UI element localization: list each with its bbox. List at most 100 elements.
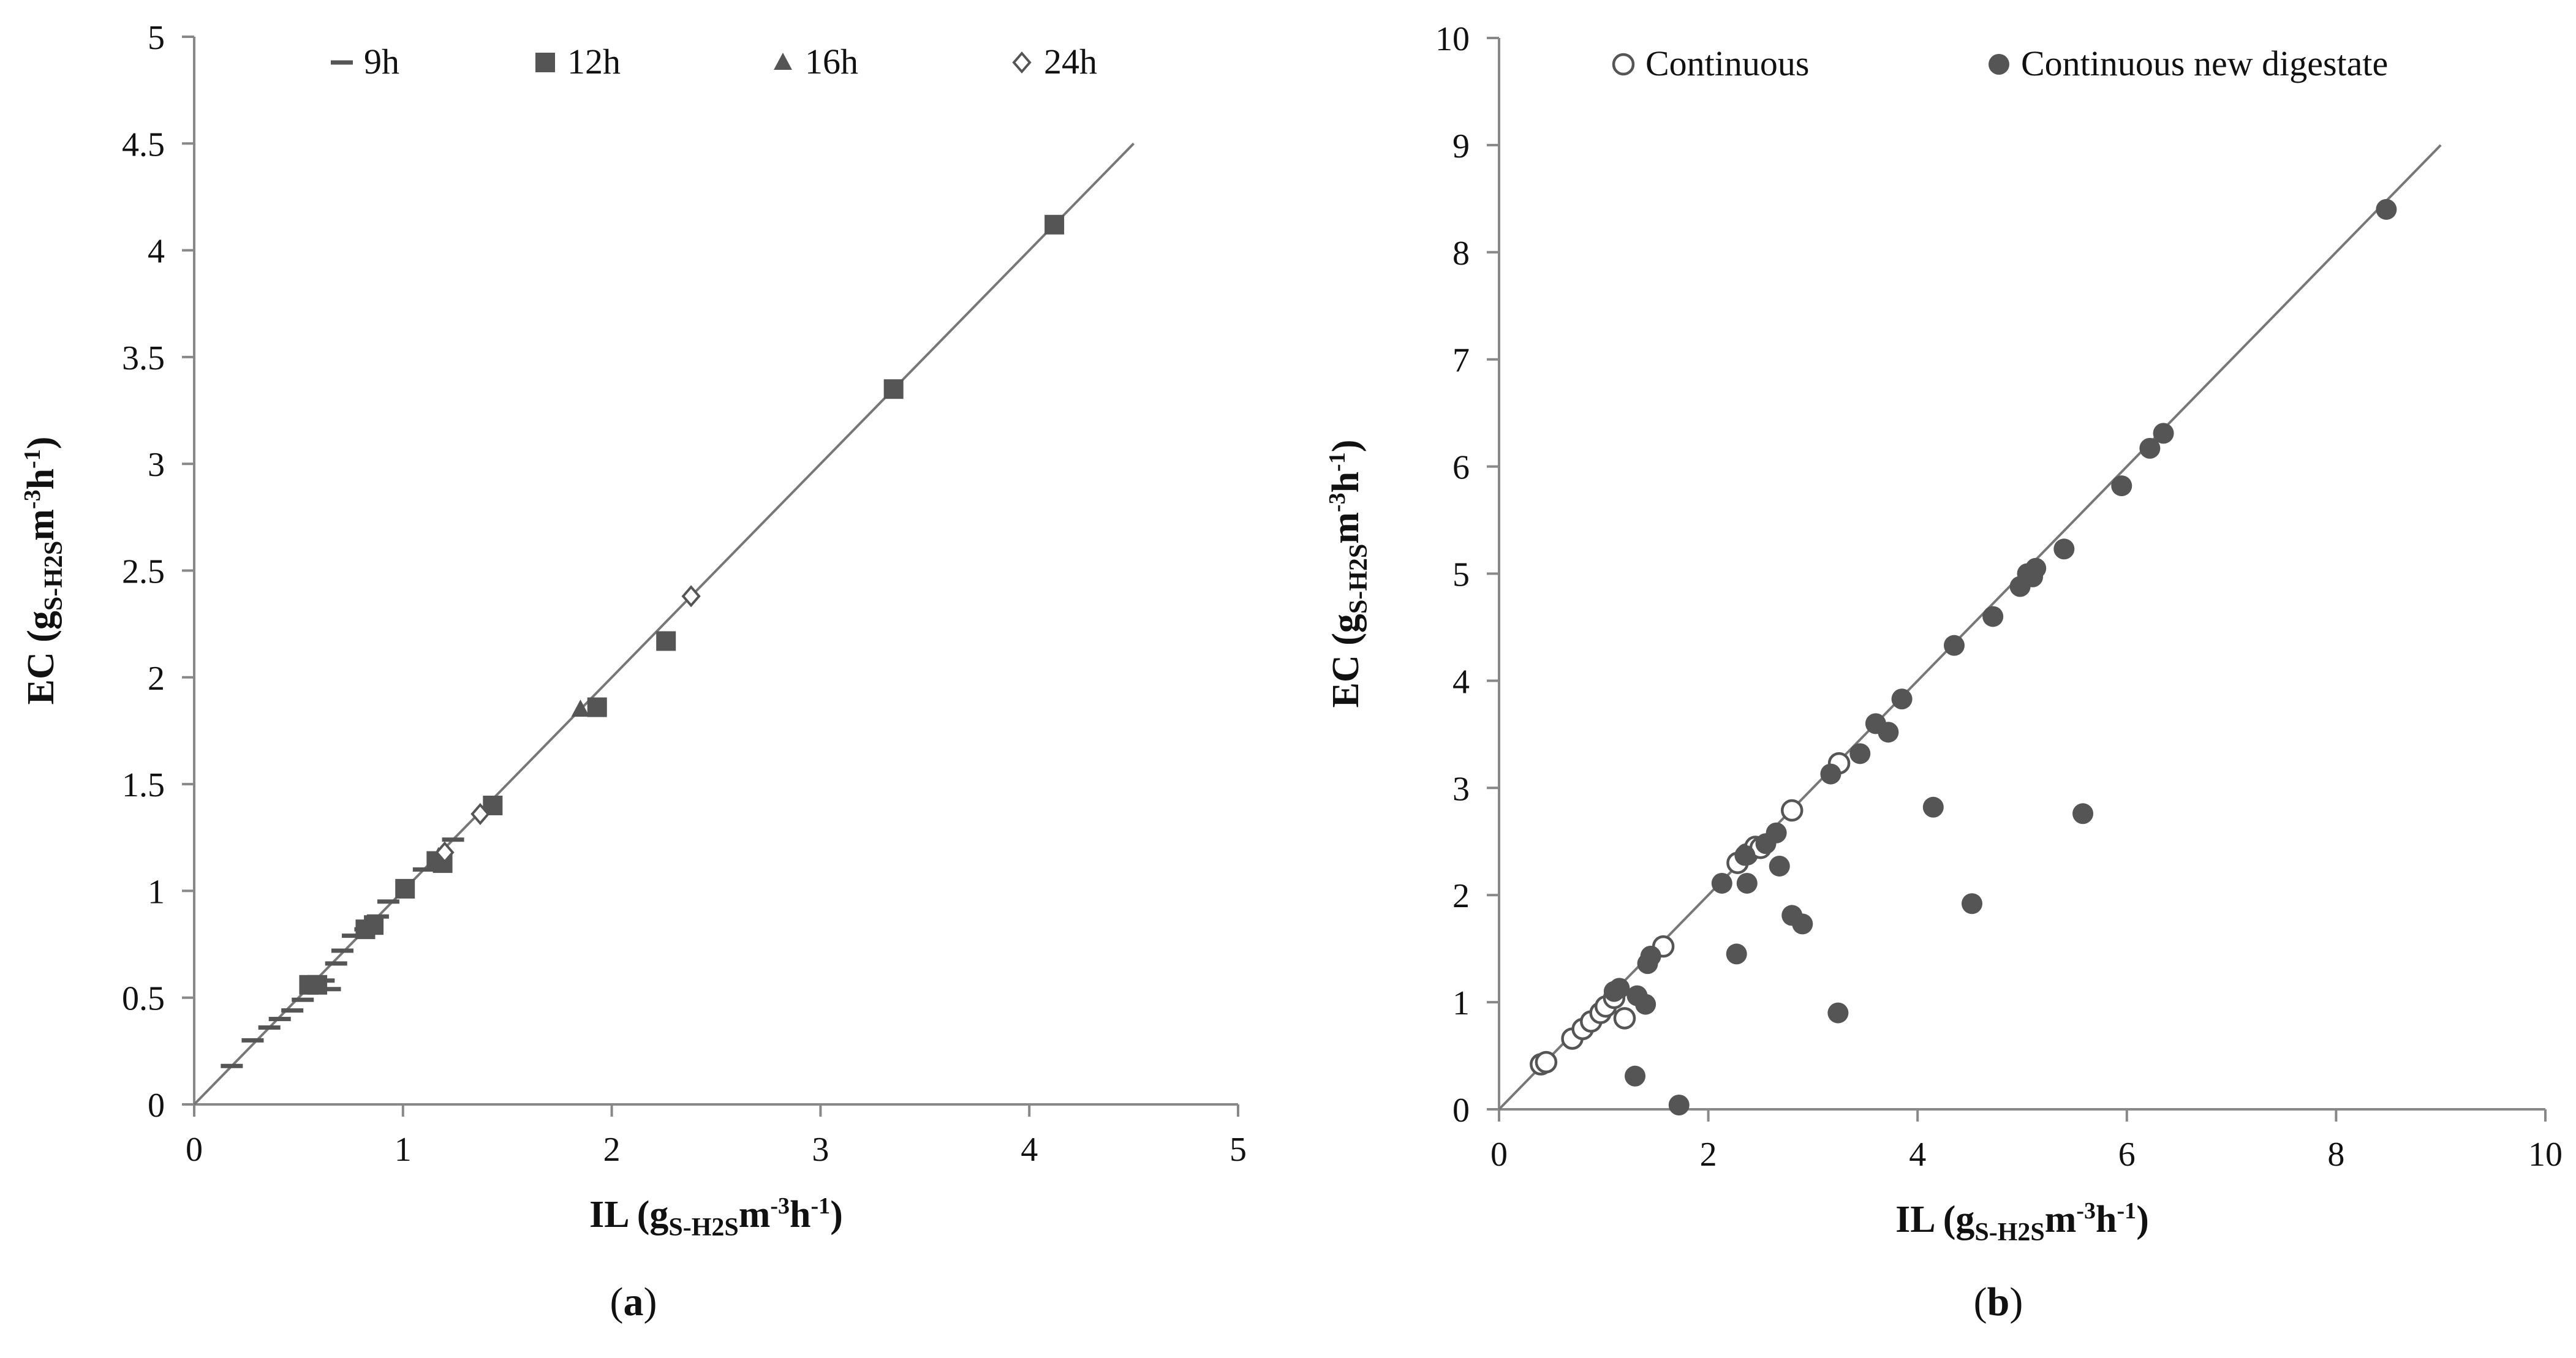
x-tick-label: 1 <box>395 1131 412 1169</box>
y-tick-label: 3.5 <box>122 339 165 377</box>
data-point <box>1962 893 1983 915</box>
y-tick-label: 7 <box>1452 342 1470 380</box>
data-point <box>1849 743 1871 764</box>
x-axis-label-sup1: -3 <box>770 1193 790 1219</box>
data-point <box>1635 994 1656 1015</box>
data-point <box>221 1063 243 1068</box>
y-axis-label-sup1: -3 <box>1324 492 1350 512</box>
x-tick-label: 4 <box>1021 1131 1038 1169</box>
data-point <box>1922 796 1944 818</box>
x-axis-label-sup2: -1 <box>2117 1198 2137 1224</box>
data-point <box>1820 763 1841 785</box>
data-point <box>2053 538 2075 560</box>
data-point <box>241 1038 264 1043</box>
y-tick-label: 1.5 <box>122 766 165 804</box>
data-point <box>1613 1007 1636 1030</box>
data-point <box>656 631 676 651</box>
data-point <box>319 987 341 992</box>
data-point <box>1609 978 1630 999</box>
x-tick-label: 6 <box>2118 1136 2136 1174</box>
y-tick-label: 3 <box>148 446 165 484</box>
legend-marker <box>1612 53 1635 76</box>
data-point <box>356 917 375 935</box>
y-tick-label: 4.5 <box>122 126 165 164</box>
data-point <box>1982 606 2004 627</box>
data-point <box>1780 799 1804 822</box>
data-point <box>1736 872 1758 894</box>
y-axis-label-unit-h: h <box>20 469 62 489</box>
data-point <box>377 899 399 904</box>
data-point <box>281 1008 304 1013</box>
y-tick-label: 5 <box>1452 556 1470 594</box>
x-axis-label-sup1: -3 <box>2076 1198 2096 1224</box>
panel-caption: (a) <box>610 1280 657 1324</box>
legend-label: 9h <box>364 42 399 81</box>
y-axis-label-sub: S-H2S <box>1345 544 1373 614</box>
legend-marker <box>535 53 555 72</box>
y-axis-label-main: EC (g <box>1325 614 1367 707</box>
x-tick-label: 3 <box>812 1131 829 1169</box>
y-axis-label-unit-h: h <box>1325 472 1367 492</box>
y-axis-label-main: EC (g <box>20 611 62 704</box>
data-point <box>2025 557 2047 579</box>
one-to-one-line <box>193 142 1135 1106</box>
x-axis-label-end: ) <box>2136 1199 2149 1240</box>
data-point <box>1625 1065 1646 1087</box>
data-point <box>1668 1095 1690 1116</box>
x-axis-label: IL (gS-H2Sm-3h-1) <box>589 1193 843 1242</box>
series-continuous-new-digestate <box>1603 198 2397 1116</box>
series-24h <box>435 585 701 864</box>
legend-marker <box>1012 51 1032 74</box>
data-point <box>1827 1002 1849 1024</box>
data-point <box>308 975 328 995</box>
legend-label: Continuous <box>1645 43 1810 83</box>
x-axis-label-sub: S-H2S <box>1974 1218 2044 1247</box>
x-tick-label: 5 <box>1229 1131 1247 1169</box>
x-tick-label: 4 <box>1909 1136 1926 1174</box>
y-axis-label-unit-m: m <box>20 509 62 541</box>
legend-label: 12h <box>567 42 621 81</box>
legend-label: 16h <box>805 42 858 81</box>
data-point <box>395 878 415 899</box>
data-point <box>1766 822 1787 843</box>
data-point <box>681 585 701 608</box>
data-point <box>1726 943 1747 965</box>
legend-marker <box>1989 54 2009 75</box>
data-point <box>412 867 435 872</box>
data-point <box>2072 803 2094 824</box>
panel-a-chart: 0 1 2 3 4 5 0 0.5 1 1.5 2 2.5 3 3.5 4 4.5 5 9h 12h 16h 24h IL… <box>20 19 1247 1324</box>
data-point <box>442 837 464 842</box>
data-point <box>1891 688 1913 710</box>
data-point <box>1769 855 1790 877</box>
caption-open: ( <box>610 1280 624 1324</box>
data-point <box>292 997 314 1002</box>
x-axis-label-unit-h: h <box>790 1194 810 1235</box>
caption-letter: a <box>624 1280 644 1324</box>
y-axis-label-end: ) <box>20 437 62 450</box>
x-axis-label-unit-m: m <box>2045 1199 2077 1240</box>
legend-marker <box>774 53 792 70</box>
y-tick-label: 4 <box>148 233 165 271</box>
data-point <box>258 1025 281 1030</box>
legend: Continuous Continuous new digestate <box>1612 43 2388 83</box>
data-point <box>2153 423 2174 444</box>
y-tick-label: 0 <box>1452 1092 1470 1130</box>
y-tick-label: 5 <box>148 19 165 57</box>
y-axis-label-sup2: -1 <box>1324 452 1350 472</box>
data-point <box>1943 635 1965 656</box>
data-point <box>571 700 590 717</box>
y-axis-label-unit-m: m <box>1325 512 1367 544</box>
x-axis-label: IL (gS-H2Sm-3h-1) <box>1895 1198 2149 1247</box>
x-axis-label-end: ) <box>830 1194 843 1235</box>
y-axis-label-end: ) <box>1325 440 1367 453</box>
y-tick-label: 2.5 <box>122 553 165 591</box>
x-axis-label-main: IL (g <box>589 1194 668 1235</box>
y-tick-label: 3 <box>1452 770 1470 808</box>
x-tick-label: 0 <box>1490 1136 1508 1174</box>
legend-label: Continuous new digestate <box>2021 43 2388 83</box>
legend-marker <box>331 60 353 65</box>
y-tick-label: 2 <box>1452 877 1470 915</box>
panel-b-chart: 0 2 4 6 8 10 0 1 2 3 4 5 6 7 8 9 10 Continuous Continuous … <box>1324 20 2563 1324</box>
data-point <box>470 802 490 825</box>
